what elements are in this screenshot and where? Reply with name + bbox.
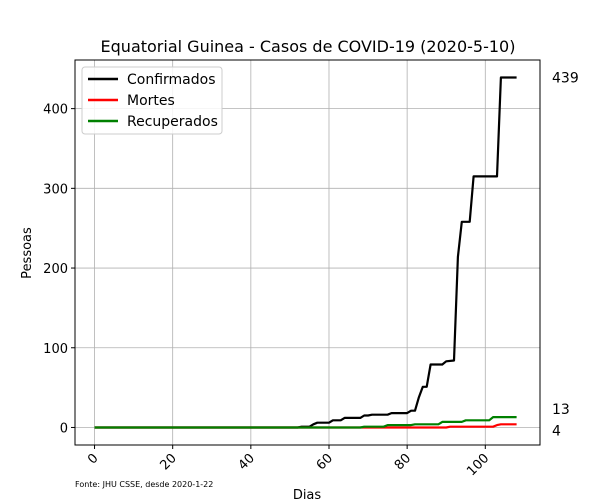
end-label-recuperados: 13 [552,402,570,418]
source-note: Fonte: JHU CSSE, desde 2020-1-22 [75,480,213,489]
chart-title: Equatorial Guinea - Casos de COVID-19 (2… [101,37,516,56]
end-label-mortes: 4 [552,423,561,439]
series-lines [94,76,517,429]
x-tick-label: 60 [314,451,336,473]
series-line-recuperados [94,416,517,429]
y-tick-label: 300 [43,182,68,197]
end-labels: 439 4 13 [552,71,579,440]
legend-label: Recuperados [127,114,218,130]
plot-frame [74,59,541,446]
x-tick-label: 80 [392,451,414,473]
series-line-confirmados [94,76,517,429]
legend-label: Confirmados [127,72,216,88]
x-tick-label: 100 [464,451,492,479]
series-line-mortes [94,423,517,429]
legend: Confirmados Mortes Recuperados [81,66,223,135]
y-axis: 0 100 200 300 400 [43,103,75,436]
y-tick-label: 0 [60,421,68,436]
x-axis: 0 20 40 60 80 100 [85,445,492,479]
x-tick-label: 20 [157,451,179,473]
x-tick-label: 0 [85,451,101,467]
y-axis-label: Pessoas [20,227,35,279]
legend-box [81,66,223,135]
x-axis-label: Dias [293,488,322,500]
x-tick-label: 40 [236,451,258,473]
y-tick-label: 100 [43,342,68,357]
y-tick-label: 200 [43,262,68,277]
end-label-confirmados: 439 [552,71,579,87]
y-tick-label: 400 [43,103,68,118]
legend-label: Mortes [127,93,175,109]
